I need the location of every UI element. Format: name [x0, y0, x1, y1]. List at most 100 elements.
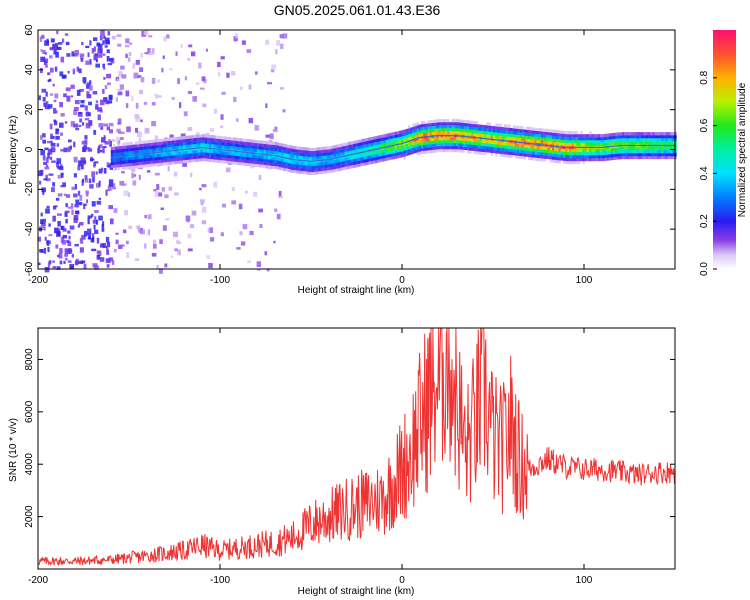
- spectrogram-band-cell: [191, 159, 194, 163]
- spectrogram-band-cell: [224, 160, 227, 164]
- spectrogram-band-cell: [425, 144, 428, 148]
- spectrogram-noise-cell: [64, 121, 68, 124]
- spectrogram-noise-cell: [81, 234, 86, 240]
- spectrogram-band-cell: [593, 152, 596, 156]
- spectrogram-band-cell: [650, 141, 653, 145]
- spectrogram-band-cell: [436, 149, 439, 153]
- spectrogram-band-cell: [335, 150, 339, 154]
- spectrogram-noise-cell: [119, 137, 124, 140]
- spectrogram-band-cell: [154, 163, 157, 167]
- spectrogram-noise-cell: [108, 205, 113, 210]
- spectrogram-noise-cell: [217, 61, 221, 68]
- spectrogram-band-cell: [222, 157, 225, 161]
- colorbar-tick-label: 0.0: [699, 262, 710, 276]
- spectrogram-band-cell: [464, 132, 467, 136]
- spectrogram-noise-cell: [139, 89, 144, 95]
- spectrogram-band-cell: [425, 147, 428, 151]
- spectrogram-noise-cell: [63, 193, 67, 196]
- spectrogram-band-cell: [484, 140, 487, 144]
- spectrogram-band-cell: [571, 155, 574, 159]
- spectrogram-noise-cell: [95, 63, 100, 68]
- spectrogram-band-cell: [132, 165, 135, 169]
- spectrogram-noise-cell: [220, 56, 225, 60]
- spectrogram-band-cell: [337, 150, 341, 154]
- spectrogram-band-cell: [560, 139, 564, 143]
- spectrogram-band-cell: [337, 147, 341, 151]
- spectrogram-band-cell: [656, 156, 660, 160]
- spectrogram-band-cell: [527, 126, 531, 131]
- spectrogram-band-cell: [630, 147, 633, 151]
- spectrogram-noise-cell: [113, 248, 117, 253]
- spectrogram-band-cell: [248, 154, 251, 158]
- spectrogram-band-cell: [460, 131, 463, 135]
- spectrogram-band-cell: [527, 150, 531, 154]
- spectrogram-band-cell: [137, 156, 140, 160]
- spectrogram-band-cell: [667, 150, 671, 154]
- spectrogram-band-cell: [440, 131, 443, 135]
- spectrogram-band-cell: [521, 147, 524, 151]
- spectrogram-band-cell: [233, 158, 236, 162]
- spectrogram-band-cell: [167, 152, 170, 156]
- spectrogram-band-cell: [261, 161, 264, 165]
- spectrogram-band-cell: [532, 151, 535, 155]
- spectrogram-band-cell: [348, 159, 352, 163]
- spectrogram-band-cell: [113, 164, 116, 168]
- spectrogram-band-cell: [206, 140, 210, 144]
- spectrogram-band-cell: [641, 153, 644, 157]
- spectrogram-band-cell: [137, 144, 140, 148]
- spectrogram-band-cell: [329, 161, 332, 165]
- spectrogram-band-cell: [635, 141, 638, 145]
- spectrogram-noise-cell: [179, 102, 182, 109]
- spectrogram-y-tick-label: -60: [24, 261, 35, 276]
- spectrogram-band-cell: [624, 153, 627, 157]
- spectrogram-noise-cell: [116, 34, 122, 37]
- spectrogram-band-cell: [292, 163, 295, 167]
- spectrogram-band-cell: [285, 159, 288, 163]
- spectrogram-band-cell: [399, 130, 402, 134]
- spectrogram-noise-cell: [100, 99, 105, 106]
- spectrogram-band-cell: [320, 167, 323, 172]
- spectrogram-noise-cell: [106, 126, 110, 131]
- spectrogram-band-cell: [289, 169, 293, 173]
- spectrogram-band-cell: [429, 132, 433, 136]
- spectrogram-band-cell: [672, 141, 675, 145]
- spectrogram-band-cell: [460, 143, 463, 147]
- spectrogram-band-cell: [274, 145, 277, 149]
- spectrogram-band-cell: [573, 143, 577, 147]
- spectrogram-band-cell: [187, 159, 190, 163]
- spectrogram-band-cell: [558, 148, 561, 152]
- spectrogram-band-cell: [230, 161, 234, 165]
- spectrogram-band-cell: [401, 148, 404, 152]
- spectrogram-band-cell: [436, 128, 439, 132]
- spectrogram-band-cell: [388, 148, 391, 152]
- spectrogram-band-cell: [661, 138, 664, 142]
- spectrogram-band-cell: [134, 147, 138, 151]
- spectrogram-band-cell: [248, 157, 251, 161]
- spectrogram-cells: [38, 30, 677, 274]
- spectrogram-noise-cell: [48, 173, 54, 176]
- spectrogram-noise-cell: [125, 53, 128, 59]
- spectrogram-band-cell: [593, 155, 596, 159]
- spectrogram-band-cell: [239, 153, 243, 157]
- spectrogram-band-cell: [198, 140, 201, 144]
- spectrogram-band-cell: [414, 141, 417, 145]
- spectrogram-band-cell: [600, 158, 603, 162]
- spectrogram-band-cell: [484, 125, 487, 129]
- spectrogram-band-cell: [154, 154, 157, 158]
- spectrogram-band-cell: [527, 132, 531, 137]
- spectrogram-noise-cell: [111, 183, 116, 188]
- spectrogram-band-cell: [538, 140, 542, 144]
- spectrogram-band-cell: [486, 131, 489, 135]
- spectrogram-band-cell: [353, 158, 356, 162]
- spectrogram-band-cell: [161, 147, 164, 151]
- spectrogram-band-cell: [283, 164, 286, 169]
- snr-plot-area: [38, 328, 675, 569]
- spectrogram-band-cell: [307, 153, 310, 157]
- spectrogram-band-cell: [554, 159, 557, 163]
- spectrogram-band-cell: [383, 134, 387, 138]
- spectrogram-band-cell: [606, 136, 609, 140]
- spectrogram-band-cell: [357, 154, 360, 158]
- spectrogram-band-cell: [375, 142, 378, 146]
- spectrogram-band-cell: [152, 148, 155, 152]
- spectrogram-band-cell: [180, 139, 184, 143]
